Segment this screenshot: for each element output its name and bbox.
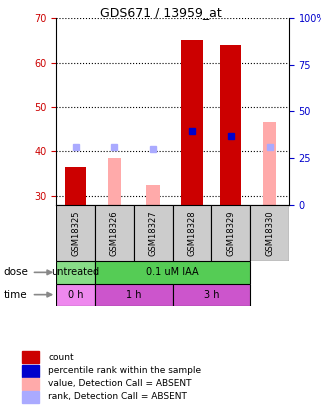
Text: 0 h: 0 h bbox=[68, 290, 83, 300]
Bar bbox=[146, 185, 160, 205]
Bar bbox=[65, 167, 86, 205]
FancyBboxPatch shape bbox=[211, 205, 250, 261]
FancyBboxPatch shape bbox=[134, 205, 173, 261]
Text: GSM18329: GSM18329 bbox=[226, 210, 235, 256]
Text: GSM18327: GSM18327 bbox=[149, 210, 158, 256]
Text: GSM18330: GSM18330 bbox=[265, 210, 274, 256]
FancyBboxPatch shape bbox=[95, 284, 173, 306]
Text: GDS671 / 13959_at: GDS671 / 13959_at bbox=[100, 6, 221, 19]
Text: dose: dose bbox=[3, 267, 28, 277]
Bar bbox=[22, 352, 39, 363]
Text: percentile rank within the sample: percentile rank within the sample bbox=[48, 366, 201, 375]
Text: value, Detection Call = ABSENT: value, Detection Call = ABSENT bbox=[48, 379, 192, 388]
FancyBboxPatch shape bbox=[173, 284, 250, 306]
Text: GSM18328: GSM18328 bbox=[187, 210, 196, 256]
Bar bbox=[181, 40, 203, 205]
FancyBboxPatch shape bbox=[56, 284, 95, 306]
FancyBboxPatch shape bbox=[173, 205, 211, 261]
Bar bbox=[220, 45, 241, 205]
Bar bbox=[22, 391, 39, 403]
Bar bbox=[263, 122, 276, 205]
Text: 1 h: 1 h bbox=[126, 290, 142, 300]
Bar bbox=[22, 364, 39, 377]
FancyBboxPatch shape bbox=[56, 205, 95, 261]
Text: count: count bbox=[48, 353, 74, 362]
Text: GSM18326: GSM18326 bbox=[110, 210, 119, 256]
Text: 0.1 uM IAA: 0.1 uM IAA bbox=[146, 267, 199, 277]
Bar bbox=[22, 377, 39, 390]
Text: rank, Detection Call = ABSENT: rank, Detection Call = ABSENT bbox=[48, 392, 187, 401]
FancyBboxPatch shape bbox=[56, 261, 95, 284]
Bar bbox=[108, 158, 121, 205]
Text: untreated: untreated bbox=[51, 267, 100, 277]
FancyBboxPatch shape bbox=[250, 205, 289, 261]
FancyBboxPatch shape bbox=[95, 205, 134, 261]
Text: time: time bbox=[3, 290, 27, 300]
Text: GSM18325: GSM18325 bbox=[71, 210, 80, 256]
Text: 3 h: 3 h bbox=[204, 290, 219, 300]
FancyBboxPatch shape bbox=[95, 261, 250, 284]
